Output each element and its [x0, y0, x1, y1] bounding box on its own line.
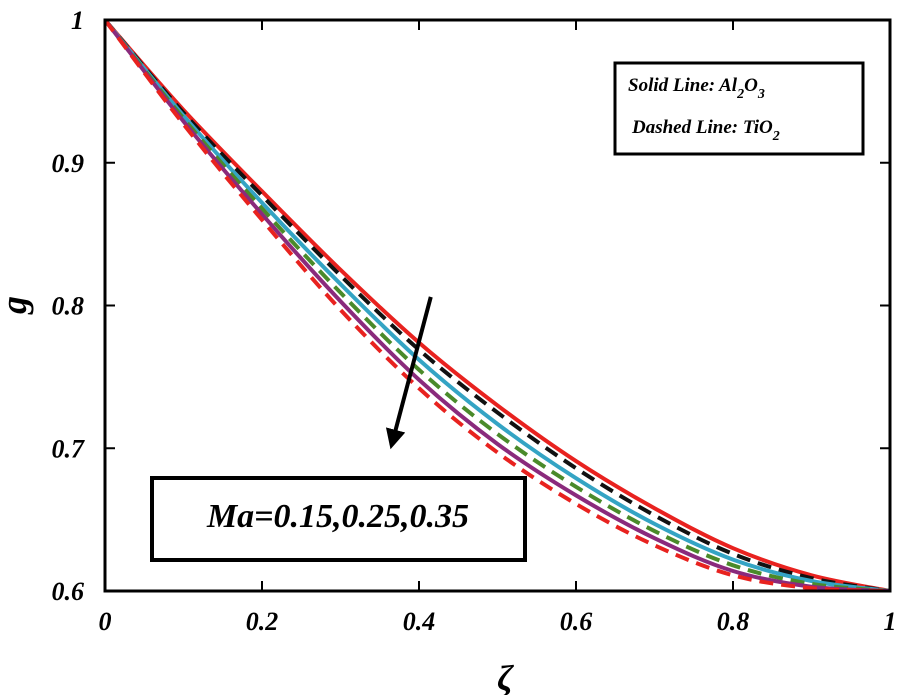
- legend: Solid Line: Al2O3 Dashed Line: TiO2: [613, 61, 865, 156]
- y-tick-labels: 0.6 0.7 0.8 0.9 1: [52, 6, 86, 606]
- plot-frame: [103, 18, 892, 593]
- x-tick-label: 1: [884, 607, 897, 636]
- x-tick-labels: 0 0.2 0.4 0.6 0.8 1: [99, 607, 897, 636]
- series-line-6: [105, 20, 890, 591]
- y-tick-label: 0.8: [52, 292, 85, 321]
- x-tick-label: 0: [99, 607, 112, 636]
- annotation-text: Ma=0.15,0.25,0.35: [206, 498, 469, 535]
- y-tick-label: 0.9: [52, 149, 85, 178]
- y-axis-title: g: [0, 296, 34, 315]
- y-tick-label: 1: [71, 6, 84, 35]
- legend-solid-entry: Solid Line: Al2O3: [628, 75, 765, 102]
- x-tick-label: 0.8: [717, 607, 750, 636]
- annotation-box: [150, 476, 527, 562]
- series-layer: [105, 20, 890, 591]
- series-line-3: [105, 20, 890, 591]
- annotation: Ma=0.15,0.25,0.35: [150, 296, 527, 562]
- series-line-5: [105, 20, 890, 591]
- series-line-1: [105, 20, 890, 591]
- legend-box: [613, 61, 865, 156]
- y-tick-label: 0.7: [52, 434, 86, 463]
- series-line-4: [105, 20, 890, 591]
- x-tick-label: 0.2: [246, 607, 279, 636]
- x-tick-label: 0.4: [403, 607, 436, 636]
- series-line-2: [105, 20, 890, 591]
- x-axis-title: ζ: [497, 658, 514, 695]
- legend-dashed-entry: Dashed Line: TiO2: [631, 117, 780, 144]
- trend-arrow: [385, 296, 433, 450]
- x-tick-label: 0.6: [560, 607, 593, 636]
- y-tick-label: 0.6: [52, 577, 85, 606]
